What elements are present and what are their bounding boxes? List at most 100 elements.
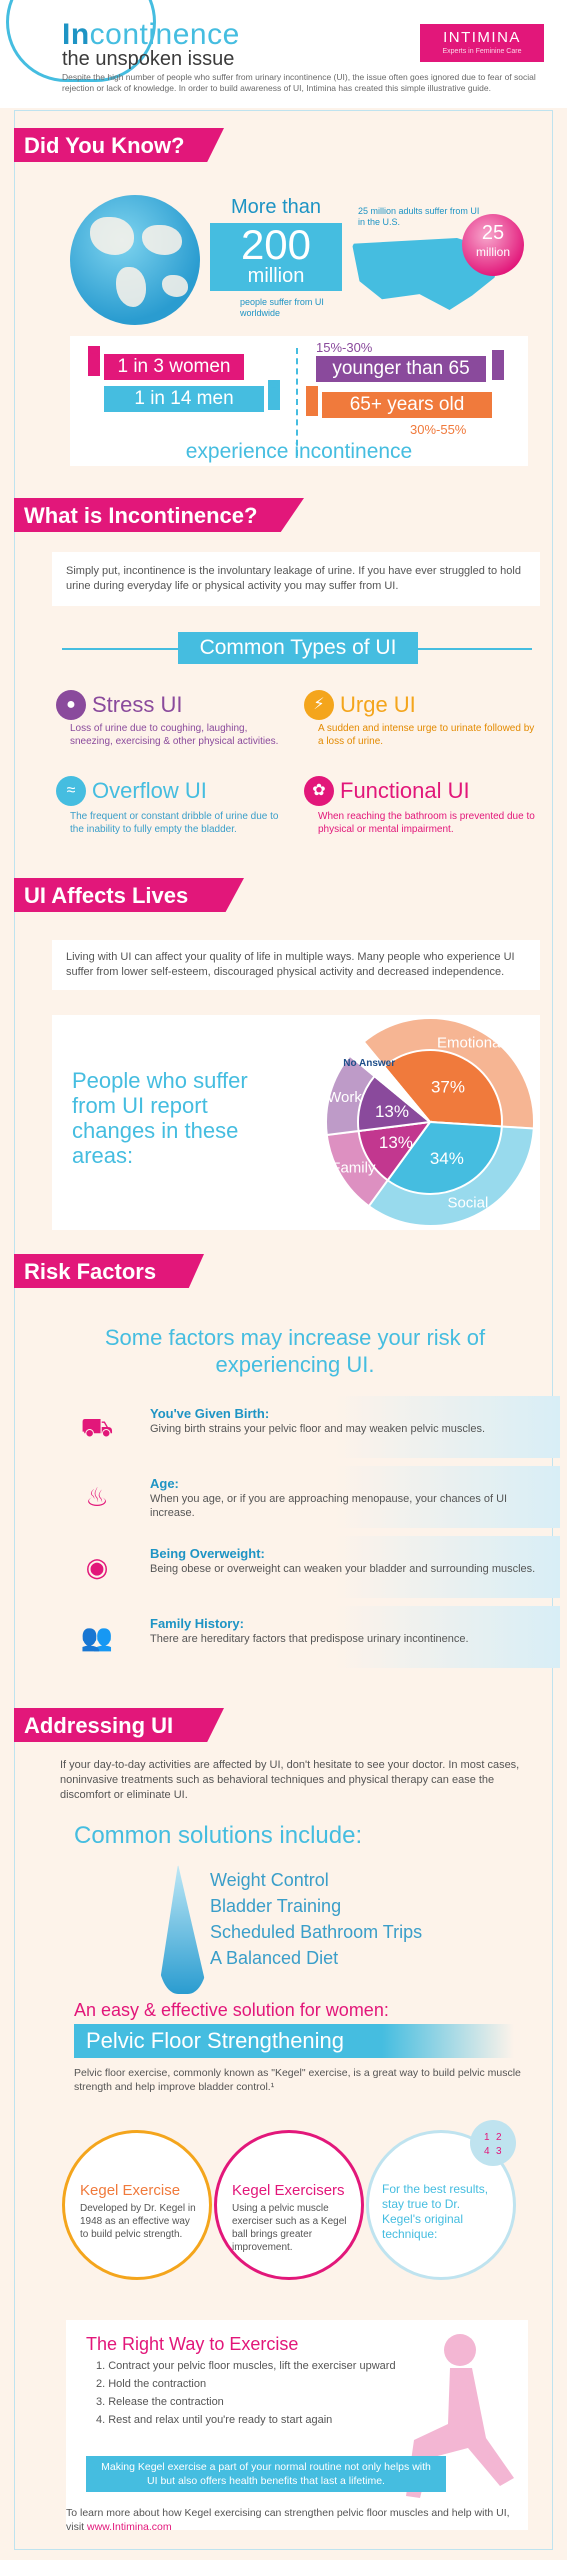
pie-slice-no-answer [373,1065,431,1123]
circle-desc: Using a pelvic muscle exerciser such as … [232,2203,347,2253]
risk-title: Family History: [150,1616,244,1631]
logo-name: INTIMINA [443,29,521,46]
pie-value-label: 13% [375,1102,409,1121]
big-number: 200 [210,223,342,266]
risk-desc: When you age, or if you are approaching … [150,1493,508,1519]
section-risk-factors: Risk Factors [14,1254,204,1288]
million-label: million [210,265,342,291]
type-name-functional: Functional UI [340,778,470,803]
us-million-badge: 25 million [462,214,524,276]
man-figure-icon [268,380,280,410]
older-pct: 30%-55% [410,422,467,437]
affects-panel-text: People who suffer from UI report changes… [72,1068,248,1168]
solution-item: Bladder Training [210,1896,342,1916]
more-than-label: More than [230,196,322,218]
section-addressing-ui: Addressing UI [14,1708,224,1742]
younger-pct: 15%-30% [316,340,373,355]
section-what-is: What is Incontinence? [14,498,304,532]
circle-desc: Developed by Dr. Kegel in 1948 as an eff… [80,2203,196,2240]
page-subtitle: the unspoken issue [62,48,235,70]
risk-title: Age: [150,1476,179,1491]
type-name-overflow: Overflow UI [92,778,207,803]
solution-item: Scheduled Bathroom Trips [210,1922,423,1942]
title-rest: continence [89,18,240,51]
risk-row-birth: ⛟ You've Given Birth: Giving birth strai… [60,1396,560,1458]
solutions-title: Common solutions include: [74,1822,363,1849]
easy-solution-title: An easy & effective solution for women: [74,2000,389,2020]
solution-item: A Balanced Diet [210,1948,339,1968]
pie-value-label: 34% [430,1149,464,1168]
badge-step-4: 4 [484,2146,490,2157]
pie-slice-work [357,1074,433,1133]
exercise-step: 2. Hold the contraction [96,2378,207,2390]
type-desc-urge: A sudden and intense urge to urinate fol… [318,723,535,747]
title-first-letters: In [62,18,90,51]
badge-step-3: 3 [496,2146,502,2157]
risk-intro: Some factors may increase your risk of e… [104,1325,486,1377]
ratio-divider [296,348,298,456]
older-figure-icon [306,386,318,416]
pie-slice-emotional [382,1049,503,1128]
badge-step-1: 1 [484,2132,490,2143]
globe-icon [70,195,200,325]
older-pill: 65+ years old [322,392,492,418]
experience-incontinence-label: experience incontinence [185,440,413,463]
worldwide-note: people suffer from UI worldwide [240,297,324,318]
footer-sentence: To learn more about how Kegel exercising… [66,2507,510,2533]
risk-title: Being Overweight: [150,1546,265,1561]
header: Incontinence the unspoken issue Despite … [0,0,567,108]
pelvic-floor-text: Pelvic floor exercise, commonly known as… [74,2067,521,2093]
risk-row-age: ♨ Age: When you age, or if you are appro… [60,1466,560,1528]
cake-icon: ♨ [85,1482,109,1512]
worldwide-stat: More than 200 million people suffer from… [210,196,342,319]
pie-value-label: 37% [431,1078,465,1097]
badge-unit: million [475,245,510,259]
affects-text-box: Living with UI can affect your quality o… [52,940,540,990]
risk-row-overweight: ◉ Being Overweight: Being obese or overw… [60,1536,560,1598]
risk-desc: Giving birth strains your pelvic floor a… [150,1423,486,1435]
pie-category-label: Work [327,1089,362,1106]
types-title: Common Types of UI [178,632,418,664]
right-way-title: The Right Way to Exercise [86,2334,299,2354]
type-name-urge: Urge UI [340,692,416,717]
steps-badge-icon: 1 2 4 3 [470,2120,516,2166]
badge-step-2: 2 [496,2132,502,2143]
men-ratio-pill: 1 in 14 men [104,386,264,412]
pie-category-label: Emotional [437,1035,504,1052]
circle-desc: For the best results, stay true to Dr. K… [382,2182,489,2241]
risk-desc: Being obese or overweight can weaken you… [150,1563,536,1575]
affects-pie-chart: 37% 34% 13% 13% Emotional Social Family Work No… [325,1017,535,1227]
type-desc-functional: When reaching the bathroom is prevented … [318,811,535,835]
pie-slice-social [386,1120,503,1195]
type-desc-stress: Loss of urine due to coughing, laughing,… [70,723,279,747]
kegel-exercise-circle [62,2130,212,2280]
footer-text: To learn more about how Kegel exercising… [66,2506,528,2534]
intro-text: Despite the high number of people who su… [62,72,536,93]
badge-number: 25 [481,222,505,244]
us-note: 25 million adults suffer from UI in the … [358,206,480,227]
risk-title: You've Given Birth: [150,1406,270,1421]
pie-slice-family [357,1120,433,1182]
flower-icon: ✿ [304,776,334,806]
younger-figure-icon [492,350,504,380]
pelvic-floor-bar: Pelvic Floor Strengthening [74,2024,514,2058]
solution-item: Weight Control [210,1870,329,1890]
section-affects-lives: UI Affects Lives [14,878,244,912]
lightning-icon: ⚡ [304,690,334,720]
woman-exercising-icon [406,2334,514,2498]
type-name-stress: Stress UI [92,692,183,717]
pie-category-label: No Answer [343,1058,395,1069]
exercise-step: 3. Release the contraction [96,2396,224,2408]
logo-tagline: Experts in Feminine Care [442,48,522,55]
section-did-you-know: Did You Know? [14,128,224,162]
circle-title: Kegel Exercise [80,2182,181,2199]
kegel-exercisers-circle [214,2130,364,2280]
exercise-step: 4. Rest and relax until you're ready to … [96,2414,333,2426]
circle-title: Kegel Exercisers [232,2182,345,2199]
pie-category-label: Social [447,1195,488,1212]
intimina-logo[interactable]: INTIMINA Experts in Feminine Care [420,24,544,62]
stroller-icon: ⛟ [80,1412,114,1442]
risk-row-family: 👥 Family History: There are hereditary f… [60,1606,560,1668]
intimina-link[interactable]: www.Intimina.com [87,2521,172,2533]
